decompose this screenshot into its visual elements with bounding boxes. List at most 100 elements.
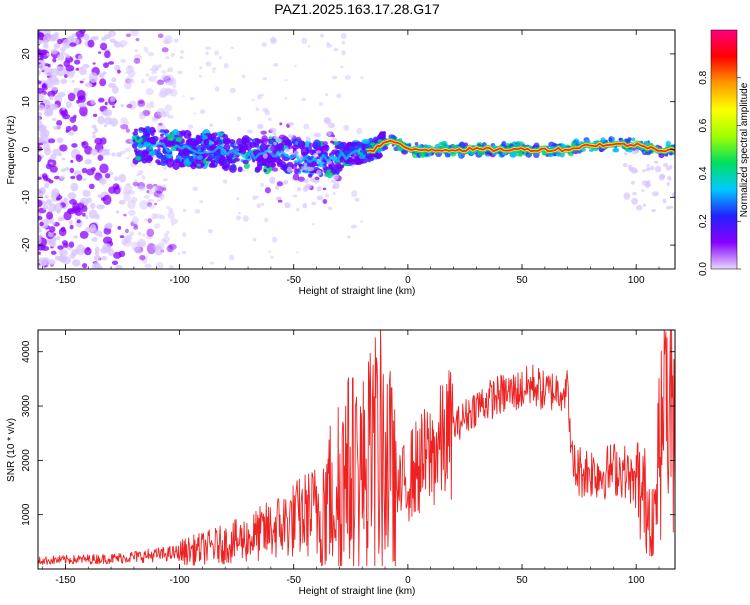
spectral-blob xyxy=(236,138,243,146)
spectral-blob xyxy=(269,176,276,184)
spectral-blob xyxy=(631,137,636,142)
spectral-blob xyxy=(568,152,574,157)
spectral-blob xyxy=(287,144,293,150)
spectral-blob xyxy=(127,79,135,84)
spectral-blob xyxy=(366,159,372,163)
spectral-blob xyxy=(51,86,58,91)
spectral-blob xyxy=(301,97,307,102)
spectral-blob xyxy=(669,205,674,209)
spectral-blob xyxy=(91,124,97,129)
spectral-blob xyxy=(173,38,179,43)
spectral-blob xyxy=(205,46,211,51)
y-tick-label: 0 xyxy=(21,146,32,152)
spectral-blob xyxy=(68,241,75,248)
spectral-blob xyxy=(163,129,170,134)
spectral-blob xyxy=(60,226,66,233)
spectral-blob xyxy=(65,101,72,108)
x-tick-label: -150 xyxy=(55,575,75,586)
spectral-blob xyxy=(42,204,49,211)
spectral-blob xyxy=(291,144,300,150)
spectral-blob xyxy=(84,158,92,165)
spectral-blob xyxy=(56,125,61,130)
spectral-blob xyxy=(136,136,140,140)
spectral-blob xyxy=(275,185,280,191)
spectral-blob xyxy=(307,166,314,172)
spectral-blob xyxy=(322,187,327,191)
spectral-blob xyxy=(304,183,312,190)
spectral-blob xyxy=(313,132,322,138)
spectral-blob xyxy=(340,33,347,39)
spectral-blob xyxy=(266,165,270,169)
spectral-blob xyxy=(38,251,41,255)
spectral-blob xyxy=(208,146,215,152)
spectral-blob xyxy=(235,215,242,221)
spectral-blob xyxy=(332,191,336,195)
spectral-blob xyxy=(60,78,68,84)
spectral-blob xyxy=(209,261,215,265)
spectral-blob xyxy=(56,236,61,241)
spectral-blob xyxy=(279,122,283,126)
spectral-blob xyxy=(118,173,127,183)
spectral-blob xyxy=(72,202,80,211)
spectral-blob xyxy=(341,50,346,56)
spectral-blob xyxy=(137,143,143,149)
spectral-blob xyxy=(125,128,130,133)
spectral-blob xyxy=(157,148,161,151)
snr-x-label: Height of straight line (km) xyxy=(299,586,416,597)
spectral-blob xyxy=(312,139,322,149)
spectral-blob xyxy=(362,151,366,155)
spectral-blob xyxy=(131,241,140,251)
spectral-blob xyxy=(196,163,201,167)
spectral-blob xyxy=(307,45,311,48)
spectral-blob xyxy=(360,149,365,153)
spectral-blob xyxy=(38,227,42,233)
spectral-blob xyxy=(144,263,152,269)
spectral-blob xyxy=(162,155,166,157)
spectral-blob xyxy=(68,131,75,136)
spectral-blob xyxy=(267,138,272,142)
spectral-blob xyxy=(662,198,667,204)
spectral-blob xyxy=(271,167,279,172)
spectral-blob xyxy=(612,147,620,153)
spectral-blob xyxy=(283,179,289,185)
spectral-blob xyxy=(161,47,169,53)
spectral-blob xyxy=(238,211,241,215)
spectral-blob xyxy=(297,176,305,182)
x-tick-label: 50 xyxy=(516,575,528,586)
spectral-blob xyxy=(112,86,119,94)
spectral-ridge xyxy=(144,137,675,165)
spectral-blob xyxy=(203,138,210,146)
spectral-blob xyxy=(102,194,112,205)
spectral-blob xyxy=(149,126,156,134)
spectral-blob xyxy=(84,226,94,233)
spectral-blob xyxy=(77,54,83,60)
spectral-blob xyxy=(51,188,60,198)
spectral-blob xyxy=(223,63,229,69)
spectral-blob xyxy=(156,199,161,202)
spectral-blob xyxy=(38,236,42,245)
spectral-blob xyxy=(175,137,183,143)
spectral-blob xyxy=(641,180,648,186)
spectral-blob xyxy=(256,203,262,209)
spectral-blob xyxy=(53,125,58,130)
spectral-blob xyxy=(289,152,295,156)
spectral-blob xyxy=(175,141,180,145)
spectral-blob xyxy=(269,127,277,133)
spectral-blob xyxy=(238,144,244,150)
spectral-blob xyxy=(39,219,49,229)
spectral-blob xyxy=(92,134,96,139)
spectral-blob xyxy=(132,181,139,187)
spectral-blob xyxy=(137,100,146,107)
spectral-blob xyxy=(38,215,43,221)
spectral-blob xyxy=(160,74,170,80)
spectral-blob xyxy=(236,197,240,201)
spectral-blob xyxy=(60,46,66,52)
spectral-blob xyxy=(662,162,669,168)
spectral-blob xyxy=(243,162,250,169)
spectral-blob xyxy=(76,174,83,181)
spectral-blob xyxy=(71,33,77,38)
spectral-blob xyxy=(116,152,122,158)
spectral-blob xyxy=(48,259,56,266)
spectral-blob xyxy=(667,175,672,181)
